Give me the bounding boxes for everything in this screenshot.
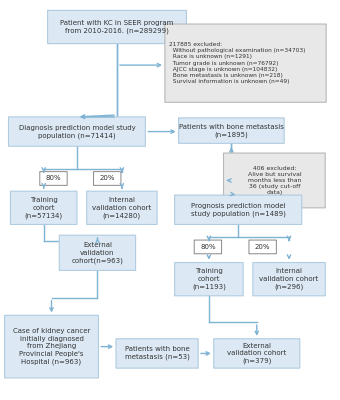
FancyBboxPatch shape bbox=[253, 262, 325, 296]
FancyBboxPatch shape bbox=[194, 240, 222, 254]
FancyBboxPatch shape bbox=[48, 10, 186, 44]
Text: 20%: 20% bbox=[100, 176, 115, 182]
FancyBboxPatch shape bbox=[8, 117, 146, 146]
Text: Prognosis prediction model
study population (n=1489): Prognosis prediction model study populat… bbox=[191, 203, 286, 217]
FancyBboxPatch shape bbox=[116, 339, 198, 368]
FancyBboxPatch shape bbox=[59, 235, 136, 270]
Text: 80%: 80% bbox=[200, 244, 216, 250]
Text: Diagnosis prediction model study
population (n=71414): Diagnosis prediction model study populat… bbox=[19, 124, 135, 138]
Text: Patient with KC in SEER program
from 2010-2016. (n=289299): Patient with KC in SEER program from 201… bbox=[60, 20, 174, 34]
FancyBboxPatch shape bbox=[178, 118, 284, 143]
Text: Training
cohort
(n=57134): Training cohort (n=57134) bbox=[24, 197, 63, 218]
Text: Training
cohort
(n=1193): Training cohort (n=1193) bbox=[192, 268, 226, 290]
FancyBboxPatch shape bbox=[4, 315, 99, 378]
Text: Patients with bone metastasis
(n=1895): Patients with bone metastasis (n=1895) bbox=[179, 124, 284, 138]
Text: 217885 excluded:
  Without pathological examination (n=34703)
  Race is unknown : 217885 excluded: Without pathological ex… bbox=[169, 42, 305, 84]
Text: External
validation cohort
(n=379): External validation cohort (n=379) bbox=[227, 343, 286, 364]
Text: Case of kidney cancer
initially diagnosed
from Zhejiang
Provincial People's
Hosp: Case of kidney cancer initially diagnose… bbox=[13, 328, 90, 365]
FancyBboxPatch shape bbox=[87, 191, 157, 224]
FancyBboxPatch shape bbox=[165, 24, 326, 102]
FancyBboxPatch shape bbox=[249, 240, 276, 254]
Text: 80%: 80% bbox=[46, 176, 61, 182]
Text: Patients with bone
metastasis (n=53): Patients with bone metastasis (n=53) bbox=[125, 346, 189, 360]
FancyBboxPatch shape bbox=[223, 153, 325, 208]
FancyBboxPatch shape bbox=[175, 262, 243, 296]
FancyBboxPatch shape bbox=[40, 172, 67, 185]
FancyBboxPatch shape bbox=[175, 195, 302, 224]
FancyBboxPatch shape bbox=[11, 191, 77, 224]
Text: Internal
validation cohort
(n=14280): Internal validation cohort (n=14280) bbox=[92, 197, 152, 218]
Text: 20%: 20% bbox=[255, 244, 270, 250]
FancyBboxPatch shape bbox=[94, 172, 121, 185]
Text: Internal
validation cohort
(n=296): Internal validation cohort (n=296) bbox=[259, 268, 319, 290]
Text: External
validation
cohort(n=963): External validation cohort(n=963) bbox=[71, 242, 123, 264]
FancyBboxPatch shape bbox=[214, 339, 300, 368]
Text: 406 excluded:
Alive but survival
months less than
36 (study cut-off
data): 406 excluded: Alive but survival months … bbox=[248, 166, 301, 195]
